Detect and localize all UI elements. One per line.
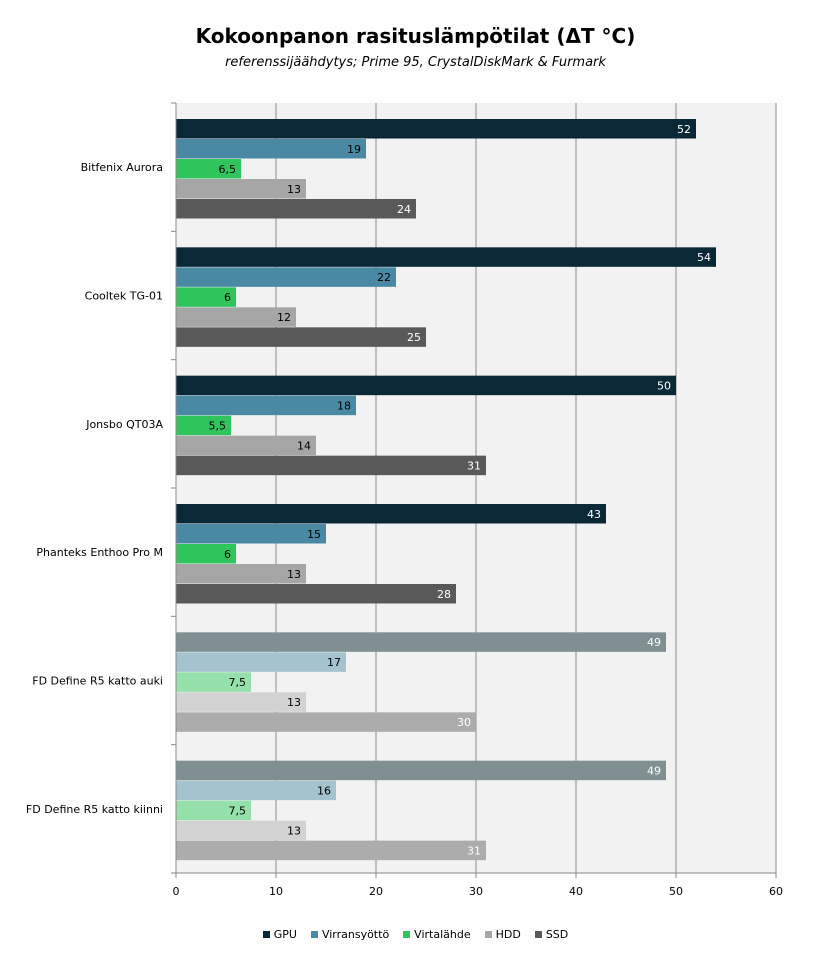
chart-subtitle: referenssijäähdytys; Prime 95, CrystalDi…	[225, 55, 606, 70]
x-tick-label: 40	[569, 885, 583, 898]
category-label: Phanteks Enthoo Pro M	[36, 546, 163, 559]
legend-label: Virransyöttö	[321, 928, 390, 941]
bar	[176, 119, 696, 139]
legend-swatch	[484, 931, 492, 938]
data-label: 43	[587, 508, 601, 521]
bars: 52 19 6,5 13 24 54 22 6 12 25 50 18 5,5 14 31 43 15 6 13 28…	[176, 119, 716, 861]
data-label: 18	[337, 399, 351, 412]
legend-label: GPU	[273, 928, 297, 941]
bar	[176, 199, 416, 219]
bar	[176, 820, 306, 841]
bar	[176, 652, 346, 672]
data-label: 13	[287, 183, 301, 196]
category-label: Jonsbo QT03A	[85, 418, 163, 431]
data-label: 22	[377, 271, 391, 284]
bar	[176, 672, 251, 692]
category-label: FD Define R5 katto auki	[32, 675, 163, 688]
bar	[176, 307, 296, 327]
data-label: 13	[287, 824, 301, 837]
bar	[176, 159, 241, 179]
data-label: 15	[307, 528, 321, 541]
category-label: Cooltek TG-01	[85, 290, 163, 303]
data-label: 17	[327, 656, 341, 669]
bar	[176, 247, 716, 267]
category-label: FD Define R5 katto kiinni	[26, 803, 163, 816]
legend-swatch	[262, 931, 270, 938]
axes: 0 10 20 30 40 50 60 Bitfenix Aurora Cooltek TG-0…	[26, 102, 783, 898]
x-tick-label: 0	[173, 885, 180, 898]
data-label: 19	[347, 143, 361, 156]
bar	[176, 435, 316, 456]
bar	[176, 712, 476, 732]
legend-item: GPU	[262, 928, 297, 941]
data-label: 5,5	[209, 419, 227, 432]
bar	[176, 327, 426, 347]
bar	[176, 287, 236, 307]
bar	[176, 179, 306, 199]
legend-swatch	[310, 931, 318, 938]
bar	[176, 139, 366, 159]
legend-label: SSD	[545, 928, 569, 941]
bar	[176, 692, 306, 712]
bar	[176, 840, 486, 861]
legend-label: HDD	[495, 928, 521, 941]
x-tick-label: 20	[369, 885, 383, 898]
bar	[176, 267, 396, 287]
gridlines	[275, 103, 777, 873]
data-label: 49	[647, 764, 661, 777]
legend-item: Virtalähde	[403, 928, 471, 941]
bar	[176, 524, 326, 544]
legend-item: Virransyöttö	[310, 928, 390, 941]
data-label: 7,5	[229, 676, 247, 689]
x-tick-label: 50	[669, 885, 683, 898]
data-label: 52	[677, 123, 691, 136]
x-tick-label: 60	[769, 885, 783, 898]
bar	[176, 455, 486, 476]
bar	[176, 375, 676, 396]
legend-swatch	[403, 931, 411, 938]
data-label: 6,5	[219, 163, 237, 176]
legend-item: SSD	[534, 928, 569, 941]
data-label: 6	[224, 291, 231, 304]
bar	[176, 632, 666, 652]
bar	[176, 415, 231, 436]
data-label: 12	[277, 311, 291, 324]
bar	[176, 544, 236, 564]
bar	[176, 780, 336, 801]
data-label: 24	[397, 203, 411, 216]
legend-item: HDD	[484, 928, 521, 941]
x-tick-label: 30	[469, 885, 483, 898]
bar	[176, 800, 251, 821]
bar	[176, 395, 356, 416]
chart-title: Kokoonpanon rasituslämpötilat (ΔT °C)	[195, 24, 636, 48]
bar	[176, 584, 456, 604]
bar	[176, 564, 306, 584]
data-label: 13	[287, 568, 301, 581]
data-label: 16	[317, 784, 331, 797]
data-label: 31	[467, 459, 481, 472]
data-label: 25	[407, 331, 421, 344]
data-label: 13	[287, 696, 301, 709]
data-label: 50	[657, 379, 671, 392]
data-label: 30	[457, 716, 471, 729]
data-label: 14	[297, 439, 311, 452]
bar	[176, 760, 666, 781]
data-label: 49	[647, 636, 661, 649]
bar	[176, 504, 606, 524]
data-label: 6	[224, 548, 231, 561]
legend-label: Virtalähde	[414, 928, 471, 941]
data-label: 54	[697, 251, 711, 264]
data-label: 28	[437, 588, 451, 601]
x-tick-label: 10	[269, 885, 283, 898]
legend: GPU Virransyöttö Virtalähde HDD SSD	[0, 928, 831, 941]
data-label: 7,5	[229, 804, 247, 817]
category-label: Bitfenix Aurora	[81, 161, 163, 174]
legend-swatch	[534, 931, 542, 938]
data-label: 31	[467, 844, 481, 857]
